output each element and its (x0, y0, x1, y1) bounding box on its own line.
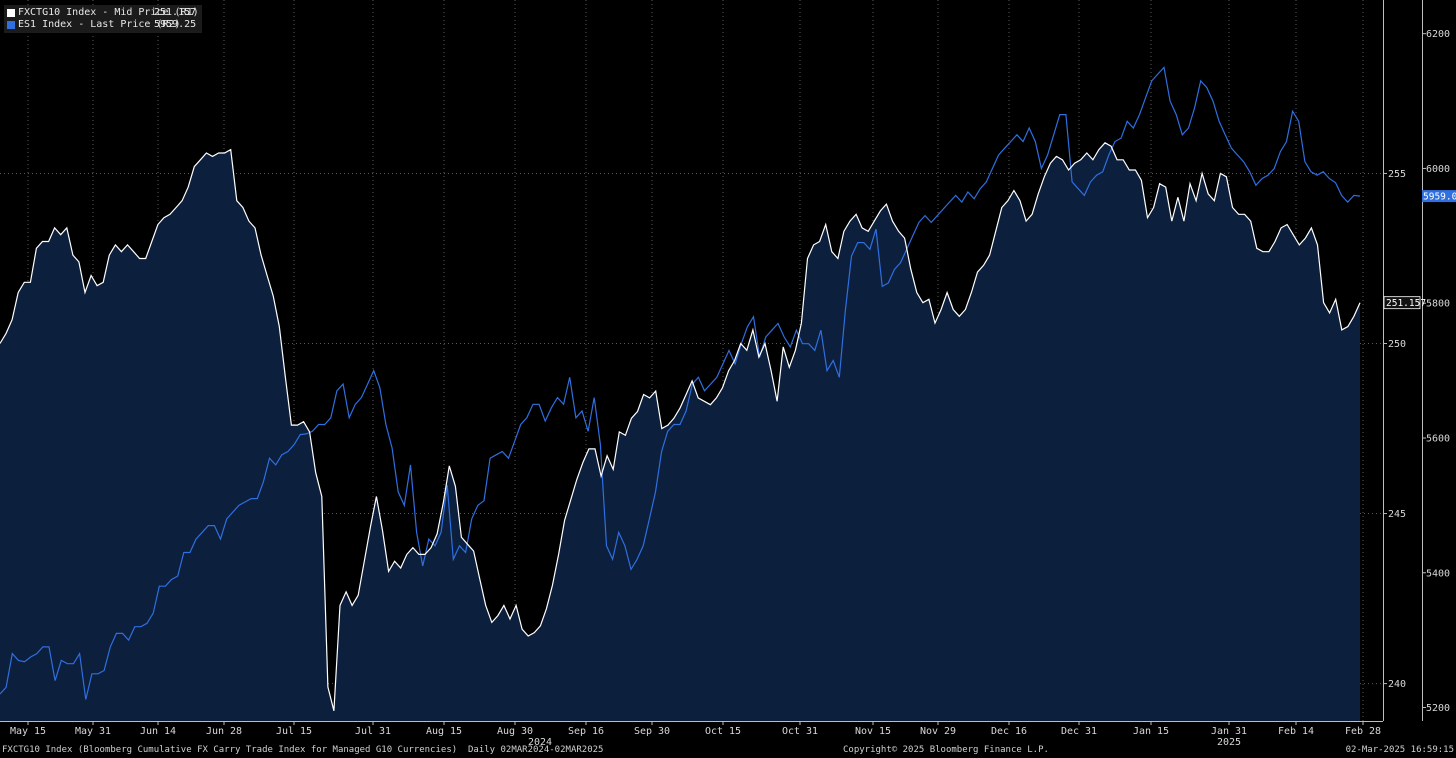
x-tick-label: Nov 29 (920, 726, 956, 737)
x-tick-label: Jun 14 (140, 726, 176, 737)
legend-label: FXCTG10 Index - Mid Price (R1) (18, 7, 199, 18)
fxctg10-line (0, 142, 1361, 711)
fxctg10-fill (0, 142, 1360, 722)
r2-last-label: 5959.00 (1423, 192, 1456, 203)
x-tick-label: Jul 31 (355, 726, 391, 737)
x-tick-label: Jul 15 (276, 726, 312, 737)
x-tick-label: Nov 15 (855, 726, 891, 737)
x-tick-label: May 31 (75, 726, 111, 737)
r2-tick-label: 5800 (1426, 299, 1450, 310)
x-tick-label: Jun 28 (206, 726, 242, 737)
x-tick-label: Dec 16 (991, 726, 1027, 737)
r2-tick-label: 6000 (1426, 164, 1450, 175)
r2-tick-label: 6200 (1426, 29, 1450, 40)
r2-tick-label: 5400 (1426, 568, 1450, 579)
x-axis-labels: May 15 May 31 Jun 14 Jun 28 Jul 15 Jul 31 Aug … (10, 726, 1381, 748)
x-tick-label: Feb 14 (1278, 726, 1314, 737)
x-tick-label: May 15 (10, 726, 46, 737)
x-tick-label: Jan 15 (1133, 726, 1169, 737)
x-tick-label: Oct 15 (705, 726, 741, 737)
legend-swatch-es1 (7, 21, 15, 29)
r1-last-badge (1383, 296, 1421, 310)
x-tick-label: Oct 31 (782, 726, 818, 737)
legend-value: 5959.25 (154, 19, 197, 30)
r2-axis-labels: 5200 5400 5600 5800 6000 6200 5959.00 (1422, 29, 1456, 714)
x-tick-label: Sep 30 (634, 726, 670, 737)
chart-axes (0, 0, 1426, 725)
r2-last-badge (1422, 190, 1456, 203)
r1-last-label: 251.157 (1386, 298, 1426, 309)
x-year-label: 2025 (1217, 737, 1241, 748)
x-tick-label: Jan 31 (1211, 726, 1247, 737)
footer-timestamp: 02-Mar-2025 16:59:15 (1345, 745, 1454, 755)
chart-legend: FXCTG10 Index - Mid Price (R1) 251.157 E… (4, 5, 203, 33)
x-tick-label: Aug 15 (426, 726, 462, 737)
legend-value: 251.157 (154, 7, 197, 18)
legend-swatch-fxctg10 (7, 9, 15, 17)
legend-entry-es1: ES1 Index - Last Price (R2) 5959.25 (7, 19, 196, 31)
x-year-label: 2024 (528, 737, 552, 748)
chart-footer: FXCTG10 Index (Bloomberg Cumulative FX C… (0, 744, 1456, 758)
x-tick-label: Feb 28 (1345, 726, 1381, 737)
r1-tick-label: 245 (1388, 509, 1406, 520)
x-tick-label: Dec 31 (1061, 726, 1097, 737)
es1-line (0, 66, 1361, 700)
x-tick-label: Aug 30 (497, 726, 533, 737)
r1-axis-labels: 240 245 250 255 251.157 (1383, 169, 1426, 690)
r1-tick-label: 240 (1388, 679, 1406, 690)
legend-entry-fxctg10: FXCTG10 Index - Mid Price (R1) 251.157 (7, 7, 199, 19)
r2-tick-label: 5600 (1426, 433, 1450, 444)
series-lines (0, 66, 1361, 711)
fxctg10-area (0, 142, 1360, 722)
r2-tick-label: 5200 (1426, 703, 1450, 714)
x-tick-label: Sep 16 (568, 726, 604, 737)
legend-label: ES1 Index - Last Price (R2) (18, 19, 181, 30)
r1-tick-label: 250 (1388, 339, 1406, 350)
footer-copyright: Copyright© 2025 Bloomberg Finance L.P. (843, 745, 1049, 755)
r1-tick-label: 255 (1388, 169, 1406, 180)
footer-description: FXCTG10 Index (Bloomberg Cumulative FX C… (2, 745, 604, 755)
